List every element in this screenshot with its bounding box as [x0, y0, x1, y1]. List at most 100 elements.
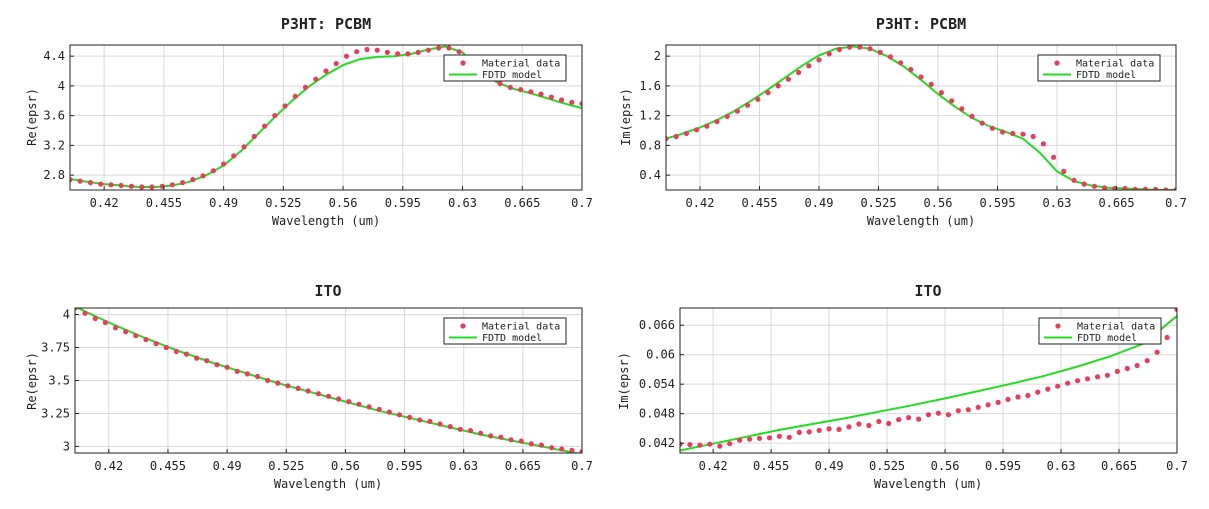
material-data-point	[847, 45, 853, 50]
material-data-point	[149, 184, 155, 190]
y-tick-label: 1.2	[639, 109, 661, 123]
material-data-point	[906, 415, 912, 421]
material-data-point	[313, 76, 319, 82]
material-data-point	[354, 49, 360, 55]
material-data-point	[945, 412, 952, 418]
y-axis-label: Im(epsr)	[617, 352, 631, 410]
material-data-point	[346, 399, 352, 405]
material-data-point	[323, 68, 329, 74]
material-data-point	[694, 127, 700, 133]
material-data-point	[447, 424, 453, 430]
material-data-point	[766, 435, 773, 441]
legend-label: Material data	[1077, 322, 1155, 333]
y-tick-label: 0.042	[639, 436, 675, 450]
material-data-point	[796, 429, 802, 435]
x-tick-label: 0.63	[449, 459, 478, 473]
material-data-point	[70, 177, 73, 183]
plot-area	[75, 308, 582, 453]
material-data-point	[785, 76, 792, 82]
material-data-point	[786, 434, 792, 440]
x-tick-label: 0.63	[1047, 459, 1076, 473]
material-data-point	[857, 45, 863, 50]
x-tick-label: 0.56	[924, 196, 953, 210]
x-tick-label: 0.7	[1166, 459, 1188, 473]
material-data-point	[275, 380, 281, 386]
legend-marker-swatch	[460, 323, 466, 329]
x-tick-label: 0.525	[265, 196, 301, 210]
material-data-point	[272, 113, 278, 119]
material-data-point	[734, 108, 741, 114]
material-data-point	[806, 429, 812, 435]
material-data-point	[707, 441, 713, 447]
axes-frame	[679, 307, 1178, 454]
material-data-point	[558, 97, 565, 103]
material-data-point	[1065, 380, 1071, 386]
panel-p3ht-pcbm-real: P3HT: PCBM Wavelength (um) Re(epsr) 0.42…	[25, 15, 593, 228]
legend-marker-swatch	[1055, 323, 1061, 329]
x-tick-label: 0.42	[699, 459, 728, 473]
material-data-point	[128, 183, 134, 189]
panel-ito-real: ITO Wavelength (um) Re(epsr) 0.42 0.455 0.…	[25, 282, 593, 491]
x-tick-label: 0.595	[385, 196, 421, 210]
material-data-point	[163, 344, 169, 351]
x-tick-label: 0.56	[931, 459, 960, 473]
x-tick-label: 0.455	[741, 196, 777, 210]
material-data-point	[1051, 154, 1057, 160]
axes: 0.42 0.455 0.49 0.525 0.56 0.595 0.63 0.665 0.7 2…	[43, 44, 593, 210]
material-data-point	[1005, 396, 1011, 402]
x-tick-label: 0.49	[213, 459, 242, 473]
material-data-point	[282, 103, 288, 109]
material-data-point	[1094, 374, 1101, 380]
axes: 0.42 0.455 0.49 0.525 0.56 0.595 0.63 0.665 0.7 3…	[41, 307, 593, 473]
y-tick-label: 0.054	[639, 377, 675, 391]
material-data-point	[210, 168, 216, 174]
material-data-point	[666, 136, 669, 142]
material-data-point	[1142, 186, 1148, 190]
material-data-point	[717, 443, 723, 449]
x-tick-label: 0.42	[90, 196, 119, 210]
material-data-point	[405, 51, 411, 57]
material-data-point	[98, 181, 104, 187]
y-tick-label: 3.6	[43, 109, 65, 123]
material-data-point	[108, 182, 114, 188]
x-tick-label: 0.7	[1165, 196, 1187, 210]
material-data-point	[877, 49, 883, 56]
material-data-point	[143, 337, 149, 343]
material-data-point	[796, 69, 802, 76]
material-data-point	[1173, 187, 1176, 190]
material-data-point	[1134, 362, 1140, 369]
x-tick-label: 0.49	[815, 459, 844, 473]
legend-marker-swatch	[1054, 60, 1060, 66]
material-data-point	[1164, 334, 1170, 341]
material-data-point	[528, 441, 534, 447]
material-data-point	[1114, 368, 1120, 374]
material-data-point	[292, 93, 298, 99]
material-data-point	[508, 437, 514, 443]
material-data-point	[183, 351, 190, 357]
material-data-point	[356, 401, 362, 407]
panel-p3ht-pcbm-imag: P3HT: PCBM Wavelength (um) Im(epsr) 0.42…	[619, 15, 1187, 228]
material-data-point	[437, 421, 443, 427]
x-tick-label: 0.7	[571, 196, 593, 210]
material-data-point	[169, 182, 175, 188]
material-data-point	[204, 358, 210, 364]
x-tick-label: 0.42	[94, 459, 123, 473]
y-axis-label: Re(epsr)	[25, 352, 39, 410]
y-tick-label: 2	[654, 49, 661, 63]
material-data-point	[234, 368, 240, 374]
material-data-point	[1102, 185, 1108, 190]
material-data-point	[415, 49, 421, 56]
material-data-point	[704, 123, 710, 129]
y-tick-label: 0.066	[639, 318, 675, 332]
material-data-point	[262, 123, 268, 129]
material-data-point	[548, 94, 554, 100]
material-data-point	[507, 84, 513, 90]
material-data-point	[488, 433, 494, 439]
x-tick-label: 0.525	[268, 459, 304, 473]
x-tick-label: 0.525	[860, 196, 896, 210]
panel-title: P3HT: PCBM	[876, 15, 966, 33]
material-data-point	[1104, 372, 1110, 378]
material-data-point	[1081, 181, 1087, 187]
